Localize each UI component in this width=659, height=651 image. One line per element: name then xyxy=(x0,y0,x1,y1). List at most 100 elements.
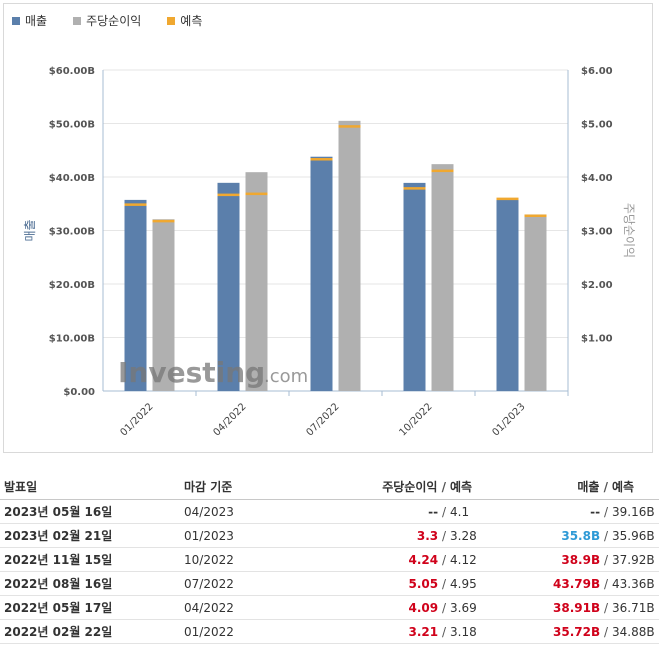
eps-slash: / xyxy=(441,576,446,591)
header-eps-label: 주당순이익 xyxy=(382,479,438,494)
x-tick-label: 07/2022 xyxy=(304,401,341,438)
eps-bar xyxy=(245,172,268,391)
cell-release-date: 2022년 08월 16일 xyxy=(0,571,184,596)
revenue-slash: / xyxy=(603,528,608,543)
y-tick-label-right: $4.00 xyxy=(581,173,613,184)
revenue-forecast-marker xyxy=(217,193,240,197)
y-tick-label-right: $6.00 xyxy=(581,66,613,77)
revenue-forecast-marker xyxy=(403,187,426,190)
cell-release-date: 2023년 05월 16일 xyxy=(0,499,184,524)
revenue-bar xyxy=(217,182,240,391)
legend-label-revenue: 매출 xyxy=(25,14,48,28)
table-row: 2022년 05월 17일 04/2022 4.09 /3.69 38.91B /36… xyxy=(0,595,659,620)
investing-watermark-logo: Investing xyxy=(118,356,265,389)
eps-actual: 4.09 xyxy=(408,600,439,615)
y-tick-label-left: $10.00B xyxy=(49,334,95,345)
revenue-slash: / xyxy=(603,552,608,567)
table-row: 2022년 08월 16일 07/2022 5.05 /4.95 43.79B /43… xyxy=(0,571,659,596)
y-axis-title-right: 주당순이익 xyxy=(622,203,636,258)
cell-eps: -- / xyxy=(334,499,450,524)
cell-revenue-forecast: 35.96B xyxy=(612,523,659,548)
cell-eps-forecast: 4.12 xyxy=(450,547,538,572)
legend-item-revenue[interactable]: 매출 xyxy=(12,12,47,29)
legend-swatch-forecast xyxy=(167,16,176,25)
x-tick-label: 01/2023 xyxy=(490,401,527,438)
cell-revenue: 35.8B / xyxy=(538,523,612,548)
eps-bar xyxy=(338,120,361,391)
cell-period: 10/2022 xyxy=(184,547,334,572)
header-revenue[interactable]: 매출 / xyxy=(538,473,612,500)
header-eps-forecast[interactable]: 예측 xyxy=(450,473,538,500)
eps-forecast-marker xyxy=(152,219,175,223)
legend-label-eps: 주당순이익 xyxy=(86,14,142,28)
revenue-slash: / xyxy=(603,576,608,591)
legend-label-forecast: 예측 xyxy=(180,14,203,28)
header-revenue-forecast[interactable]: 예측 xyxy=(612,473,659,500)
cell-eps-forecast: 4.1 xyxy=(450,499,538,524)
table-row: 2022년 02월 22일 01/2022 3.21 /3.18 35.72B /34… xyxy=(0,619,659,644)
eps-forecast-marker xyxy=(524,214,547,218)
header-release-date[interactable]: 발표일 xyxy=(0,473,184,500)
cell-period: 04/2022 xyxy=(184,595,334,620)
cell-revenue-forecast: 34.88B xyxy=(612,619,659,644)
y-tick-label-left: $30.00B xyxy=(49,227,95,238)
eps-actual: 5.05 xyxy=(408,576,439,591)
y-axis-title-left: 매출 xyxy=(23,219,37,241)
cell-period: 04/2023 xyxy=(184,499,334,524)
eps-bar xyxy=(431,164,454,391)
legend-swatch-revenue xyxy=(12,16,20,25)
y-tick-label-right: $2.00 xyxy=(581,280,613,291)
cell-revenue: 35.72B / xyxy=(538,619,612,644)
cell-revenue: 38.91B / xyxy=(538,595,612,620)
eps-slash: / xyxy=(441,504,446,519)
cell-revenue-forecast: 36.71B xyxy=(612,595,659,620)
x-tick-label: 01/2022 xyxy=(118,401,155,438)
revenue-bar xyxy=(496,199,519,391)
eps-actual: 3.21 xyxy=(408,624,439,639)
cell-revenue: 43.79B / xyxy=(538,571,612,596)
cell-revenue-forecast: 43.36B xyxy=(612,571,659,596)
revenue-actual: -- xyxy=(590,504,601,519)
revenue-bar xyxy=(310,156,333,391)
cell-eps: 3.3 / xyxy=(334,523,450,548)
header-revenue-slash: / xyxy=(603,479,608,494)
chart-legend: 매출 주당순이익 예측 xyxy=(12,12,202,29)
legend-item-eps[interactable]: 주당순이익 xyxy=(73,12,141,29)
eps-actual: 4.24 xyxy=(408,552,439,567)
cell-revenue: -- / xyxy=(538,499,612,524)
eps-forecast-marker xyxy=(338,125,361,128)
y-tick-label-left: $0.00 xyxy=(63,387,95,398)
header-eps[interactable]: 주당순이익 / xyxy=(334,473,450,500)
revenue-slash: / xyxy=(603,600,608,615)
eps-forecast-marker xyxy=(245,192,268,196)
cell-revenue-forecast: 39.16B xyxy=(612,499,659,524)
revenue-actual: 43.79B xyxy=(553,576,601,591)
cell-eps: 3.21 / xyxy=(334,619,450,644)
revenue-actual: 35.72B xyxy=(553,624,601,639)
header-eps-slash: / xyxy=(441,479,446,494)
revenue-forecast-marker xyxy=(310,158,333,161)
eps-actual: 3.3 xyxy=(416,528,439,543)
earnings-table: 발표일 마감 기준 주당순이익 / 예측 매출 / 예측 2023년 05월 1… xyxy=(0,473,659,644)
y-tick-label-left: $60.00B xyxy=(49,66,95,77)
eps-slash: / xyxy=(441,552,446,567)
eps-bar xyxy=(152,219,175,391)
revenue-actual: 35.8B xyxy=(561,528,601,543)
cell-period: 01/2022 xyxy=(184,619,334,644)
eps-slash: / xyxy=(441,600,446,615)
y-tick-label-right: $1.00 xyxy=(581,334,613,345)
legend-swatch-eps xyxy=(73,16,82,25)
table-row: 2023년 05월 16일 04/2023 -- /4.1 -- /39.16B xyxy=(0,499,659,524)
revenue-slash: / xyxy=(603,624,608,639)
x-tick-label: 10/2022 xyxy=(397,401,434,438)
cell-eps: 4.24 / xyxy=(334,547,450,572)
legend-item-forecast[interactable]: 예측 xyxy=(167,12,202,29)
cell-release-date: 2022년 02월 22일 xyxy=(0,619,184,644)
y-tick-label-right: $3.00 xyxy=(581,227,613,238)
cell-revenue-forecast: 37.92B xyxy=(612,547,659,572)
table-body: 2023년 05월 16일 04/2023 -- /4.1 -- /39.16B 202… xyxy=(0,499,659,644)
cell-eps-forecast: 3.69 xyxy=(450,595,538,620)
y-tick-label-left: $20.00B xyxy=(49,280,95,291)
header-period[interactable]: 마감 기준 xyxy=(184,473,334,500)
header-revenue-label: 매출 xyxy=(577,479,600,494)
